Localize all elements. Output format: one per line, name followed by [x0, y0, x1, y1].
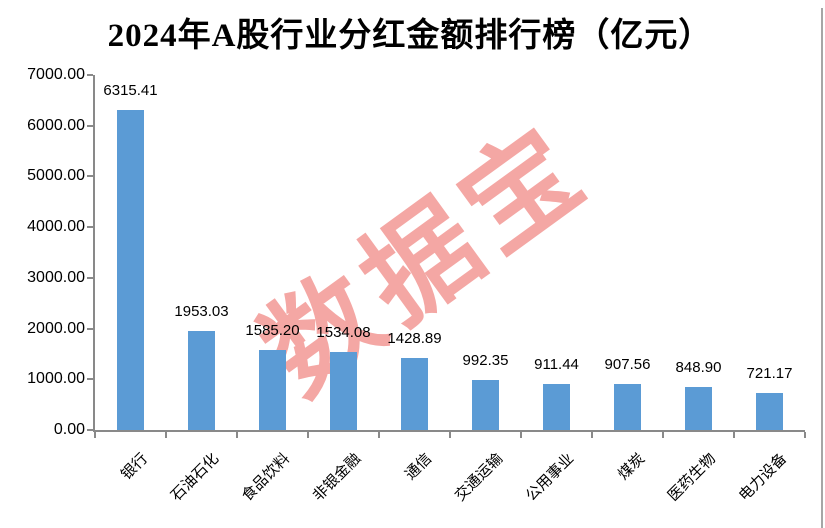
- x-axis-tick: [449, 432, 451, 438]
- category-label: 食品饮料: [239, 450, 294, 505]
- y-axis-label: 2000.00: [27, 319, 85, 337]
- x-axis-tick: [307, 432, 309, 438]
- bar-value-label: 1428.89: [387, 329, 442, 347]
- bar: [543, 383, 570, 430]
- bar-value-label: 1953.03: [174, 302, 229, 320]
- x-axis-tick: [804, 432, 806, 438]
- category-label: 银行: [118, 450, 152, 484]
- y-axis-tick: [87, 378, 93, 381]
- x-axis-tick: [378, 432, 380, 438]
- bar: [756, 393, 783, 430]
- bar: [330, 352, 357, 430]
- category-label: 非银金融: [310, 450, 365, 505]
- y-axis-label: 3000.00: [27, 268, 85, 286]
- y-axis-label: 7000.00: [27, 66, 85, 83]
- x-axis-tick: [94, 432, 96, 438]
- y-axis-tick: [87, 124, 93, 127]
- y-axis-tick: [87, 226, 93, 229]
- chart-title: 2024年A股行业分红金额排行榜（亿元）: [107, 18, 713, 54]
- bar-value-label: 721.17: [746, 365, 793, 383]
- y-axis-tick: [87, 327, 93, 330]
- y-axis-label: 5000.00: [27, 167, 85, 185]
- bar-value-label: 1585.20: [245, 321, 300, 339]
- category-label: 通信: [402, 450, 436, 484]
- category-label: 交通运输: [452, 450, 507, 505]
- x-axis-tick: [591, 432, 593, 438]
- y-axis-label: 1000.00: [27, 370, 85, 388]
- x-axis-tick: [662, 432, 664, 438]
- category-label: 煤炭: [615, 450, 649, 484]
- bar: [685, 386, 712, 430]
- plot-area: 6315.41 1953.03 1585.20 1534.08 1428.89 992.3…: [87, 74, 806, 438]
- y-axis-tick: [87, 74, 93, 76]
- category-label: 公用事业: [523, 450, 578, 505]
- category-label: 电力设备: [736, 450, 791, 505]
- bar: [472, 379, 499, 430]
- right-border-line: [821, 8, 823, 528]
- bar: [117, 109, 144, 430]
- y-axis-label: 6000.00: [27, 116, 85, 134]
- x-axis-tick: [733, 432, 735, 438]
- x-axis-tick: [236, 432, 238, 438]
- category-label: 医药生物: [665, 450, 720, 505]
- bar: [259, 349, 286, 430]
- bar: [188, 330, 215, 430]
- x-axis-tick: [165, 432, 167, 438]
- bar-value-label: 992.35: [462, 351, 509, 369]
- bar-value-label: 911.44: [534, 355, 579, 373]
- y-axis-label: 0.00: [53, 421, 85, 438]
- x-axis-tick: [520, 432, 522, 438]
- y-axis-label: 4000.00: [27, 218, 85, 236]
- y-axis-tick: [87, 175, 93, 178]
- y-axis-tick: [87, 276, 93, 279]
- bar-value-label: 1534.08: [316, 324, 371, 342]
- bar: [401, 357, 428, 430]
- bar-value-label: 848.90: [675, 358, 722, 376]
- category-label: 石油石化: [168, 450, 223, 505]
- bar-value-label: 907.56: [604, 355, 651, 373]
- bar: [614, 383, 641, 430]
- bar-value-label: 6315.41: [103, 81, 158, 99]
- y-axis-tick: [87, 429, 93, 431]
